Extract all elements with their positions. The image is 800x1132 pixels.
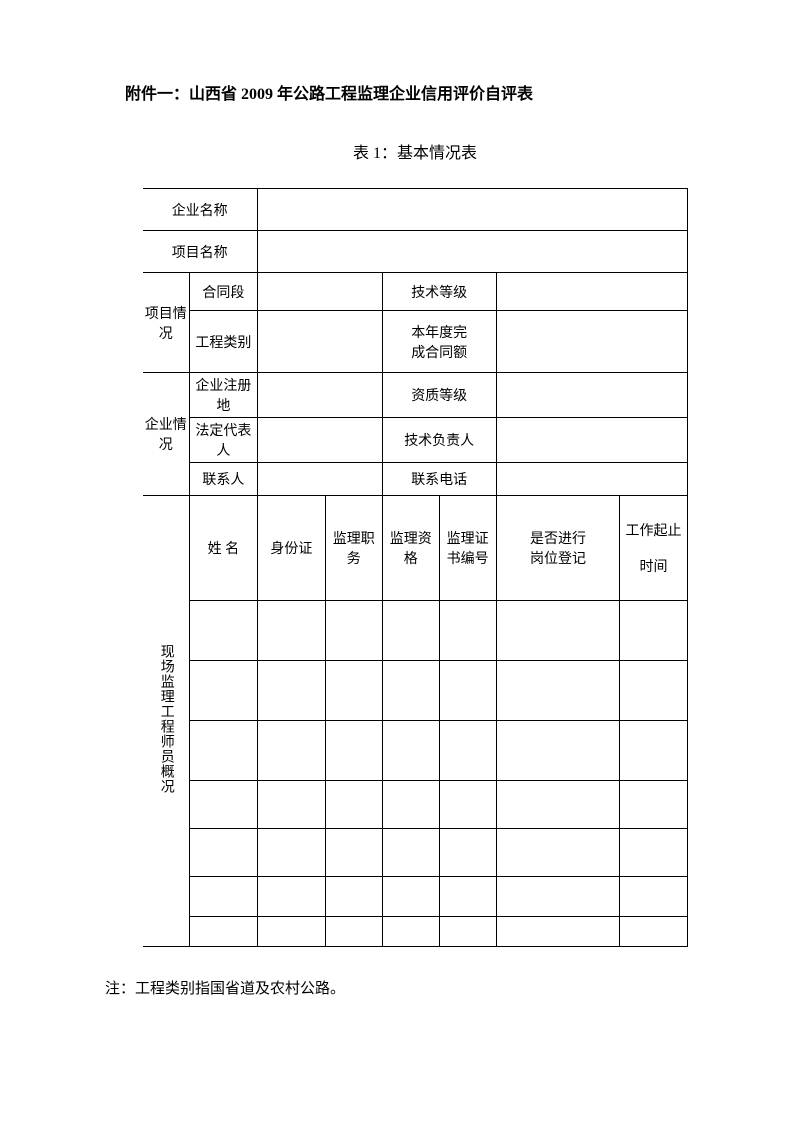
input-project-name[interactable] bbox=[257, 231, 687, 273]
table-cell[interactable] bbox=[620, 877, 687, 917]
input-qualification-level[interactable] bbox=[496, 373, 687, 418]
label-contact-person: 联系人 bbox=[189, 463, 257, 496]
label-project-status: 项目情况 bbox=[143, 273, 190, 373]
col-id: 身份证 bbox=[257, 496, 325, 601]
table-cell[interactable] bbox=[257, 601, 325, 661]
label-contact-phone: 联系电话 bbox=[382, 463, 496, 496]
input-enterprise-name[interactable] bbox=[257, 189, 687, 231]
label-qualification-level: 资质等级 bbox=[382, 373, 496, 418]
table-cell[interactable] bbox=[496, 829, 620, 877]
table-cell[interactable] bbox=[189, 917, 257, 947]
label-enterprise-location: 企业注册地 bbox=[189, 373, 257, 418]
table-cell[interactable] bbox=[257, 917, 325, 947]
table-cell[interactable] bbox=[257, 877, 325, 917]
label-technical-level: 技术等级 bbox=[382, 273, 496, 311]
table-cell[interactable] bbox=[189, 661, 257, 721]
table-cell[interactable] bbox=[382, 721, 439, 781]
input-technical-level[interactable] bbox=[496, 273, 687, 311]
table-cell[interactable] bbox=[496, 781, 620, 829]
table-cell[interactable] bbox=[439, 661, 496, 721]
label-project-type: 工程类别 bbox=[189, 311, 257, 373]
input-technical-lead[interactable] bbox=[496, 418, 687, 463]
table-cell[interactable] bbox=[620, 661, 687, 721]
table-cell[interactable] bbox=[189, 877, 257, 917]
input-contract-section[interactable] bbox=[257, 273, 382, 311]
table-cell[interactable] bbox=[257, 781, 325, 829]
table-cell[interactable] bbox=[382, 781, 439, 829]
col-name: 姓 名 bbox=[189, 496, 257, 601]
table-cell[interactable] bbox=[257, 829, 325, 877]
table-cell[interactable] bbox=[382, 601, 439, 661]
input-project-type[interactable] bbox=[257, 311, 382, 373]
table-cell[interactable] bbox=[325, 721, 382, 781]
table-cell[interactable] bbox=[382, 829, 439, 877]
label-technical-lead: 技术负责人 bbox=[382, 418, 496, 463]
table-cell[interactable] bbox=[382, 661, 439, 721]
table-cell[interactable] bbox=[439, 601, 496, 661]
input-contact-phone[interactable] bbox=[496, 463, 687, 496]
table-cell[interactable] bbox=[620, 829, 687, 877]
table-cell[interactable] bbox=[382, 877, 439, 917]
table-cell[interactable] bbox=[439, 721, 496, 781]
label-site-engineers: 现场监理工程师员概况 bbox=[143, 496, 190, 947]
table-cell[interactable] bbox=[189, 829, 257, 877]
table-cell[interactable] bbox=[496, 877, 620, 917]
table-cell[interactable] bbox=[496, 721, 620, 781]
table-cell[interactable] bbox=[325, 917, 382, 947]
table-cell[interactable] bbox=[620, 721, 687, 781]
table-cell[interactable] bbox=[439, 877, 496, 917]
table-cell[interactable] bbox=[189, 721, 257, 781]
label-enterprise-status: 企业情况 bbox=[143, 373, 190, 496]
col-cert: 监理证书编号 bbox=[439, 496, 496, 601]
col-qual: 监理资格 bbox=[382, 496, 439, 601]
table-cell[interactable] bbox=[620, 781, 687, 829]
col-job: 监理职务 bbox=[325, 496, 382, 601]
table-cell[interactable] bbox=[189, 601, 257, 661]
table-cell[interactable] bbox=[496, 661, 620, 721]
table-caption: 表 1：基本情况表 bbox=[125, 139, 705, 163]
table-cell[interactable] bbox=[496, 917, 620, 947]
col-time: 工作起止时间 bbox=[620, 496, 687, 601]
label-legal-rep: 法定代表人 bbox=[189, 418, 257, 463]
table-cell[interactable] bbox=[439, 829, 496, 877]
table-cell[interactable] bbox=[257, 661, 325, 721]
table-cell[interactable] bbox=[325, 877, 382, 917]
input-contact-person[interactable] bbox=[257, 463, 382, 496]
table-cell[interactable] bbox=[620, 601, 687, 661]
table-cell[interactable] bbox=[496, 601, 620, 661]
form-table: 企业名称 项目名称 项目情况 合同段 技术等级 工程类别 本年度完 成合同额 企… bbox=[143, 188, 688, 947]
label-project-name: 项目名称 bbox=[143, 231, 258, 273]
label-contract-section: 合同段 bbox=[189, 273, 257, 311]
table-cell[interactable] bbox=[257, 721, 325, 781]
input-legal-rep[interactable] bbox=[257, 418, 382, 463]
table-cell[interactable] bbox=[325, 781, 382, 829]
col-reg: 是否进行岗位登记 bbox=[496, 496, 620, 601]
table-cell[interactable] bbox=[325, 661, 382, 721]
table-cell[interactable] bbox=[382, 917, 439, 947]
input-enterprise-location[interactable] bbox=[257, 373, 382, 418]
table-cell[interactable] bbox=[439, 781, 496, 829]
document-title: 附件一：山西省 2009 年公路工程监理企业信用评价自评表 bbox=[125, 80, 705, 104]
table-cell[interactable] bbox=[189, 781, 257, 829]
table-cell[interactable] bbox=[325, 601, 382, 661]
label-annual-contract-amount: 本年度完 成合同额 bbox=[382, 311, 496, 373]
label-enterprise-name: 企业名称 bbox=[143, 189, 258, 231]
table-cell[interactable] bbox=[439, 917, 496, 947]
table-cell[interactable] bbox=[620, 917, 687, 947]
footnote: 注：工程类别指国省道及农村公路。 bbox=[105, 977, 705, 998]
table-cell[interactable] bbox=[325, 829, 382, 877]
input-annual-contract-amount[interactable] bbox=[496, 311, 687, 373]
